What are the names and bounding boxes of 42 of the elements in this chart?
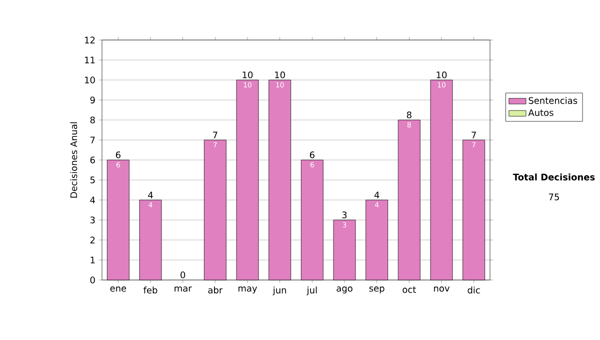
y-tick-label: 0 — [90, 276, 95, 284]
total-label: 3 — [342, 211, 347, 218]
text: 75 — [549, 194, 559, 200]
y-tick-label: 4 — [90, 196, 95, 204]
y-tick-label: 5 — [90, 176, 95, 184]
total-label: 10 — [242, 71, 253, 78]
x-tick-label: jul — [306, 286, 317, 296]
x-tick-label: ago — [336, 286, 352, 294]
total-label: 6 — [310, 151, 314, 158]
total-label: 7 — [213, 132, 218, 138]
total-label: 10 — [436, 71, 447, 78]
total-label: 6 — [116, 151, 120, 158]
total-label: 4 — [148, 192, 153, 198]
x-tick-label: may — [238, 286, 258, 294]
y-tick-label: 12 — [85, 36, 95, 44]
x-tick-label: oct — [402, 286, 416, 293]
y-tick-label: 10 — [85, 76, 95, 84]
x-tick-label: ene — [110, 286, 126, 292]
y-tick-label: 3 — [90, 216, 95, 224]
y-tick-label: 6 — [90, 156, 95, 164]
x-tick-label: jun — [272, 286, 286, 296]
total-label: 8 — [406, 111, 412, 118]
y-tick-label: 9 — [90, 96, 95, 104]
total-label: 0 — [180, 271, 186, 278]
total-label: 7 — [472, 132, 476, 138]
x-tick-label: abr — [208, 286, 223, 294]
total-label: 10 — [275, 71, 285, 78]
total-label: 4 — [374, 192, 380, 198]
x-tick-label: mar — [174, 286, 192, 292]
x-tick-label: sep — [369, 286, 384, 294]
x-tick-label: feb — [144, 286, 158, 294]
legend-label: Sentencias — [528, 96, 578, 104]
y-tick-label: 11 — [85, 56, 95, 64]
legend-label: Autos — [528, 109, 554, 116]
y-tick-label: 1 — [90, 256, 95, 264]
y-tick-label: 8 — [90, 116, 95, 124]
y-axis-title: Decisiones Anual — [70, 122, 78, 198]
x-tick-label: dic — [468, 286, 480, 294]
x-tick-label: nov — [434, 286, 450, 292]
text: Total Decisiones — [512, 174, 595, 180]
y-tick-label: 2 — [90, 236, 95, 244]
y-tick-label: 7 — [90, 136, 95, 144]
